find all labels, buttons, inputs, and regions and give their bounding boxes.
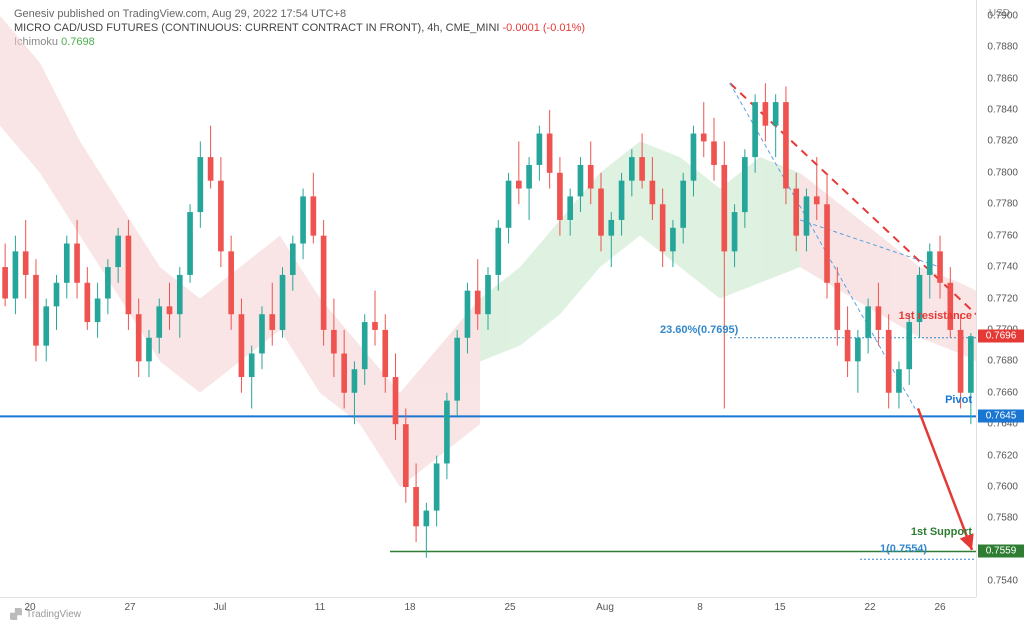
- y-tick-label: 0.7760: [987, 230, 1018, 241]
- y-tick-label: 0.7720: [987, 293, 1018, 304]
- y-tick-label: 0.7680: [987, 356, 1018, 367]
- tradingview-icon: [10, 608, 22, 620]
- x-tick-label: 27: [124, 602, 135, 613]
- x-tick-label: 8: [697, 602, 703, 613]
- x-axis: 2027Jul111825Aug8152226: [0, 597, 976, 625]
- x-tick-label: 22: [864, 602, 875, 613]
- chart-svg: [0, 0, 976, 597]
- price-marker-support: 0.7559: [978, 545, 1024, 558]
- plot-area[interactable]: 23.60%(0.7695) 1(0.7554) 1st resistance Piv…: [0, 0, 976, 597]
- y-tick-label: 0.7620: [987, 450, 1018, 461]
- y-axis: USD 0.75400.75600.75800.76000.76200.7640…: [976, 0, 1024, 597]
- fib-236-label: 23.60%(0.7695): [660, 324, 738, 336]
- y-tick-label: 0.7880: [987, 42, 1018, 53]
- x-tick-label: 25: [504, 602, 515, 613]
- x-tick-label: 15: [774, 602, 785, 613]
- x-tick-label: Aug: [596, 602, 614, 613]
- y-tick-label: 0.7660: [987, 387, 1018, 398]
- footer-text: TradingView: [26, 609, 81, 620]
- x-tick-label: 18: [404, 602, 415, 613]
- resistance-label: 1st resistance: [899, 310, 972, 322]
- y-tick-label: 0.7780: [987, 199, 1018, 210]
- y-tick-label: 0.7740: [987, 262, 1018, 273]
- y-tick-label: 0.7800: [987, 167, 1018, 178]
- y-tick-label: 0.7820: [987, 136, 1018, 147]
- fib-1-label: 1(0.7554): [880, 543, 927, 555]
- price-marker-pivot: 0.7645: [978, 410, 1024, 423]
- support-label: 1st Support: [911, 526, 972, 538]
- y-tick-label: 0.7600: [987, 482, 1018, 493]
- y-tick-label: 0.7540: [987, 576, 1018, 587]
- y-tick-label: 0.7840: [987, 104, 1018, 115]
- x-tick-label: Jul: [214, 602, 227, 613]
- x-tick-label: 26: [934, 602, 945, 613]
- footer: TradingView: [10, 608, 81, 620]
- y-tick-label: 0.7580: [987, 513, 1018, 524]
- pivot-label: Pivot: [945, 394, 972, 406]
- y-tick-label: 0.7860: [987, 73, 1018, 84]
- price-marker-resistance: 0.7696: [978, 330, 1024, 343]
- chart-container: Genesiv published on TradingView.com, Au…: [0, 0, 1024, 625]
- x-tick-label: 11: [315, 602, 325, 613]
- y-tick-label: 0.7900: [987, 10, 1018, 21]
